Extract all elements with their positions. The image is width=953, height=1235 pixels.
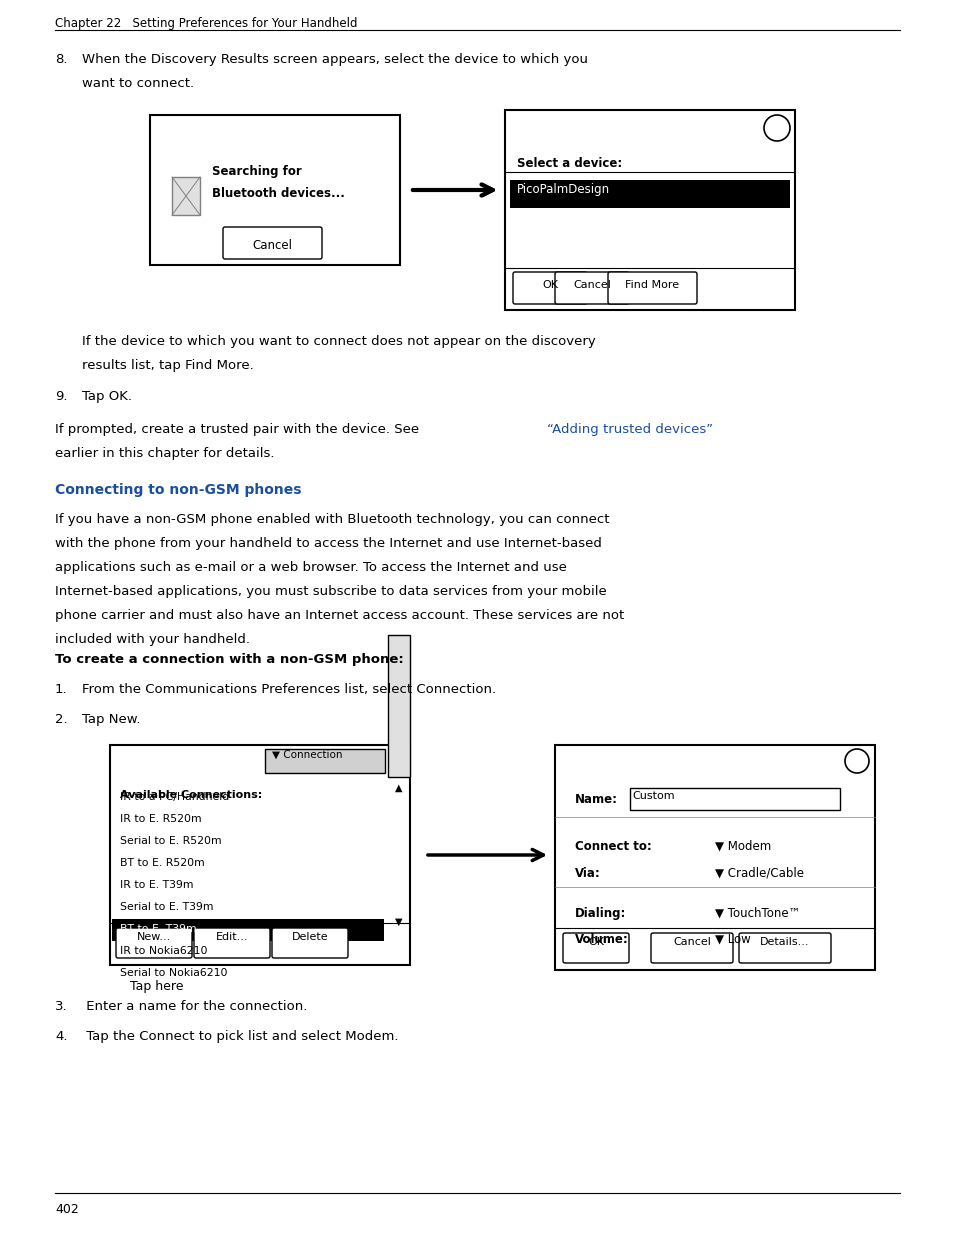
Bar [555, 745, 874, 777]
Text: Enter a name for the connection.: Enter a name for the connection. [82, 1000, 307, 1013]
Text: Via:: Via: [575, 867, 600, 881]
Text: If prompted, create a trusted pair with the device. See: If prompted, create a trusted pair with … [55, 424, 423, 436]
Text: Preferences: Preferences [122, 748, 197, 760]
Text: Tap here: Tap here [130, 981, 183, 993]
Text: IR to a PC/Handheld: IR to a PC/Handheld [120, 792, 229, 802]
Text: OK: OK [541, 280, 558, 290]
FancyBboxPatch shape [607, 272, 697, 304]
Bar [504, 110, 794, 310]
Text: Serial to E. R520m: Serial to E. R520m [120, 836, 221, 846]
Text: IR to E. T39m: IR to E. T39m [120, 881, 193, 890]
Text: 402: 402 [55, 1203, 79, 1216]
Circle shape [763, 115, 789, 141]
Text: OK: OK [587, 937, 603, 947]
Bar [504, 110, 794, 144]
Bar [112, 919, 384, 941]
Text: Edit Connection: Edit Connection [642, 748, 746, 762]
Text: Details...: Details... [760, 937, 809, 947]
Text: Volume:: Volume: [575, 932, 628, 946]
Text: earlier in this chapter for details.: earlier in this chapter for details. [55, 447, 274, 459]
Text: Connecting to non-GSM phones: Connecting to non-GSM phones [55, 483, 301, 496]
Text: Dialing:: Dialing: [575, 906, 626, 920]
Text: ▼: ▼ [395, 918, 402, 927]
FancyArrowPatch shape [413, 184, 492, 195]
Text: i: i [774, 122, 778, 132]
Text: Internet-based applications, you must subscribe to data services from your mobil: Internet-based applications, you must su… [55, 585, 606, 598]
FancyBboxPatch shape [193, 927, 270, 958]
Text: ▼ Connection: ▼ Connection [272, 750, 342, 760]
Bar [510, 180, 789, 207]
Text: Chapter 22   Setting Preferences for Your Handheld: Chapter 22 Setting Preferences for Your … [55, 17, 357, 30]
Text: Cancel: Cancel [673, 937, 710, 947]
Text: included with your handheld.: included with your handheld. [55, 634, 250, 646]
Text: ▼ Cradle/Cable: ▼ Cradle/Cable [714, 867, 803, 881]
Text: If you have a non-GSM phone enabled with Bluetooth technology, you can connect: If you have a non-GSM phone enabled with… [55, 513, 609, 526]
Bar [150, 115, 399, 147]
Text: with the phone from your handheld to access the Internet and use Internet-based: with the phone from your handheld to acc… [55, 537, 601, 550]
Text: Tap the Connect to pick list and select Modem.: Tap the Connect to pick list and select … [82, 1030, 398, 1044]
Text: Bluetooth devices...: Bluetooth devices... [212, 186, 345, 200]
Text: Find More: Find More [625, 280, 679, 290]
Text: IR to E. R520m: IR to E. R520m [120, 814, 201, 824]
Bar [629, 788, 840, 810]
Bar [110, 745, 410, 965]
Text: From the Communications Preferences list, select Connection.: From the Communications Preferences list… [82, 683, 496, 697]
Text: Connect to:: Connect to: [575, 840, 651, 853]
Text: i: i [854, 755, 858, 764]
Text: Searching for: Searching for [212, 165, 301, 178]
Text: applications such as e-mail or a web browser. To access the Internet and use: applications such as e-mail or a web bro… [55, 561, 566, 574]
Text: Cancel: Cancel [573, 280, 610, 290]
Text: 1.: 1. [55, 683, 68, 697]
Text: phone carrier and must also have an Internet access account. These services are : phone carrier and must also have an Inte… [55, 609, 623, 622]
Text: Delete: Delete [292, 932, 328, 942]
Text: Serial to E. T39m: Serial to E. T39m [120, 902, 213, 911]
Text: Name:: Name: [575, 793, 618, 806]
Text: Edit...: Edit... [215, 932, 248, 942]
Text: results list, tap Find More.: results list, tap Find More. [82, 359, 253, 372]
Text: 2.: 2. [55, 713, 68, 726]
Bar [110, 745, 410, 777]
Text: 8.: 8. [55, 53, 68, 65]
Text: ▼ Modem: ▼ Modem [714, 840, 770, 853]
FancyBboxPatch shape [513, 272, 586, 304]
Text: ▼ TouchTone™: ▼ TouchTone™ [714, 906, 800, 920]
Text: When the Discovery Results screen appears, select the device to which you: When the Discovery Results screen appear… [82, 53, 587, 65]
FancyBboxPatch shape [555, 272, 628, 304]
Text: Serial to Nokia6210: Serial to Nokia6210 [120, 968, 227, 978]
FancyBboxPatch shape [739, 932, 830, 963]
Text: ▼ Low: ▼ Low [714, 932, 750, 946]
Text: ▲: ▲ [395, 783, 402, 793]
Bar [265, 748, 385, 773]
Text: Available Connections:: Available Connections: [120, 790, 262, 800]
Text: To create a connection with a non-GSM phone:: To create a connection with a non-GSM ph… [55, 653, 403, 666]
Bar [388, 635, 410, 777]
Text: Discovery Results: Discovery Results [571, 114, 688, 127]
FancyBboxPatch shape [272, 927, 348, 958]
Text: Cancel: Cancel [252, 240, 292, 252]
Text: 9.: 9. [55, 390, 68, 403]
Text: New...: New... [136, 932, 171, 942]
Text: If the device to which you want to connect does not appear on the discovery: If the device to which you want to conne… [82, 335, 595, 348]
Text: Tap New.: Tap New. [82, 713, 140, 726]
Text: IR to Nokia6210: IR to Nokia6210 [120, 946, 208, 956]
Text: PicoPalmDesign: PicoPalmDesign [517, 183, 610, 196]
FancyBboxPatch shape [650, 932, 732, 963]
Bar [172, 177, 200, 215]
FancyBboxPatch shape [562, 932, 628, 963]
Text: Select a device:: Select a device: [517, 157, 621, 170]
Circle shape [844, 748, 868, 773]
Text: BT to E. R520m: BT to E. R520m [120, 858, 205, 868]
Text: 3.: 3. [55, 1000, 68, 1013]
Text: want to connect.: want to connect. [82, 77, 193, 90]
Text: 4.: 4. [55, 1030, 68, 1044]
FancyBboxPatch shape [223, 227, 322, 259]
FancyBboxPatch shape [116, 927, 192, 958]
Bar [555, 745, 874, 969]
Text: Custom: Custom [631, 790, 674, 802]
Text: BT to E. T39m: BT to E. T39m [120, 924, 196, 934]
Bar [150, 115, 399, 266]
Text: Tap OK.: Tap OK. [82, 390, 132, 403]
Text: “Adding trusted devices”: “Adding trusted devices” [546, 424, 713, 436]
Text: Bluetooth Discovery: Bluetooth Discovery [208, 119, 341, 132]
